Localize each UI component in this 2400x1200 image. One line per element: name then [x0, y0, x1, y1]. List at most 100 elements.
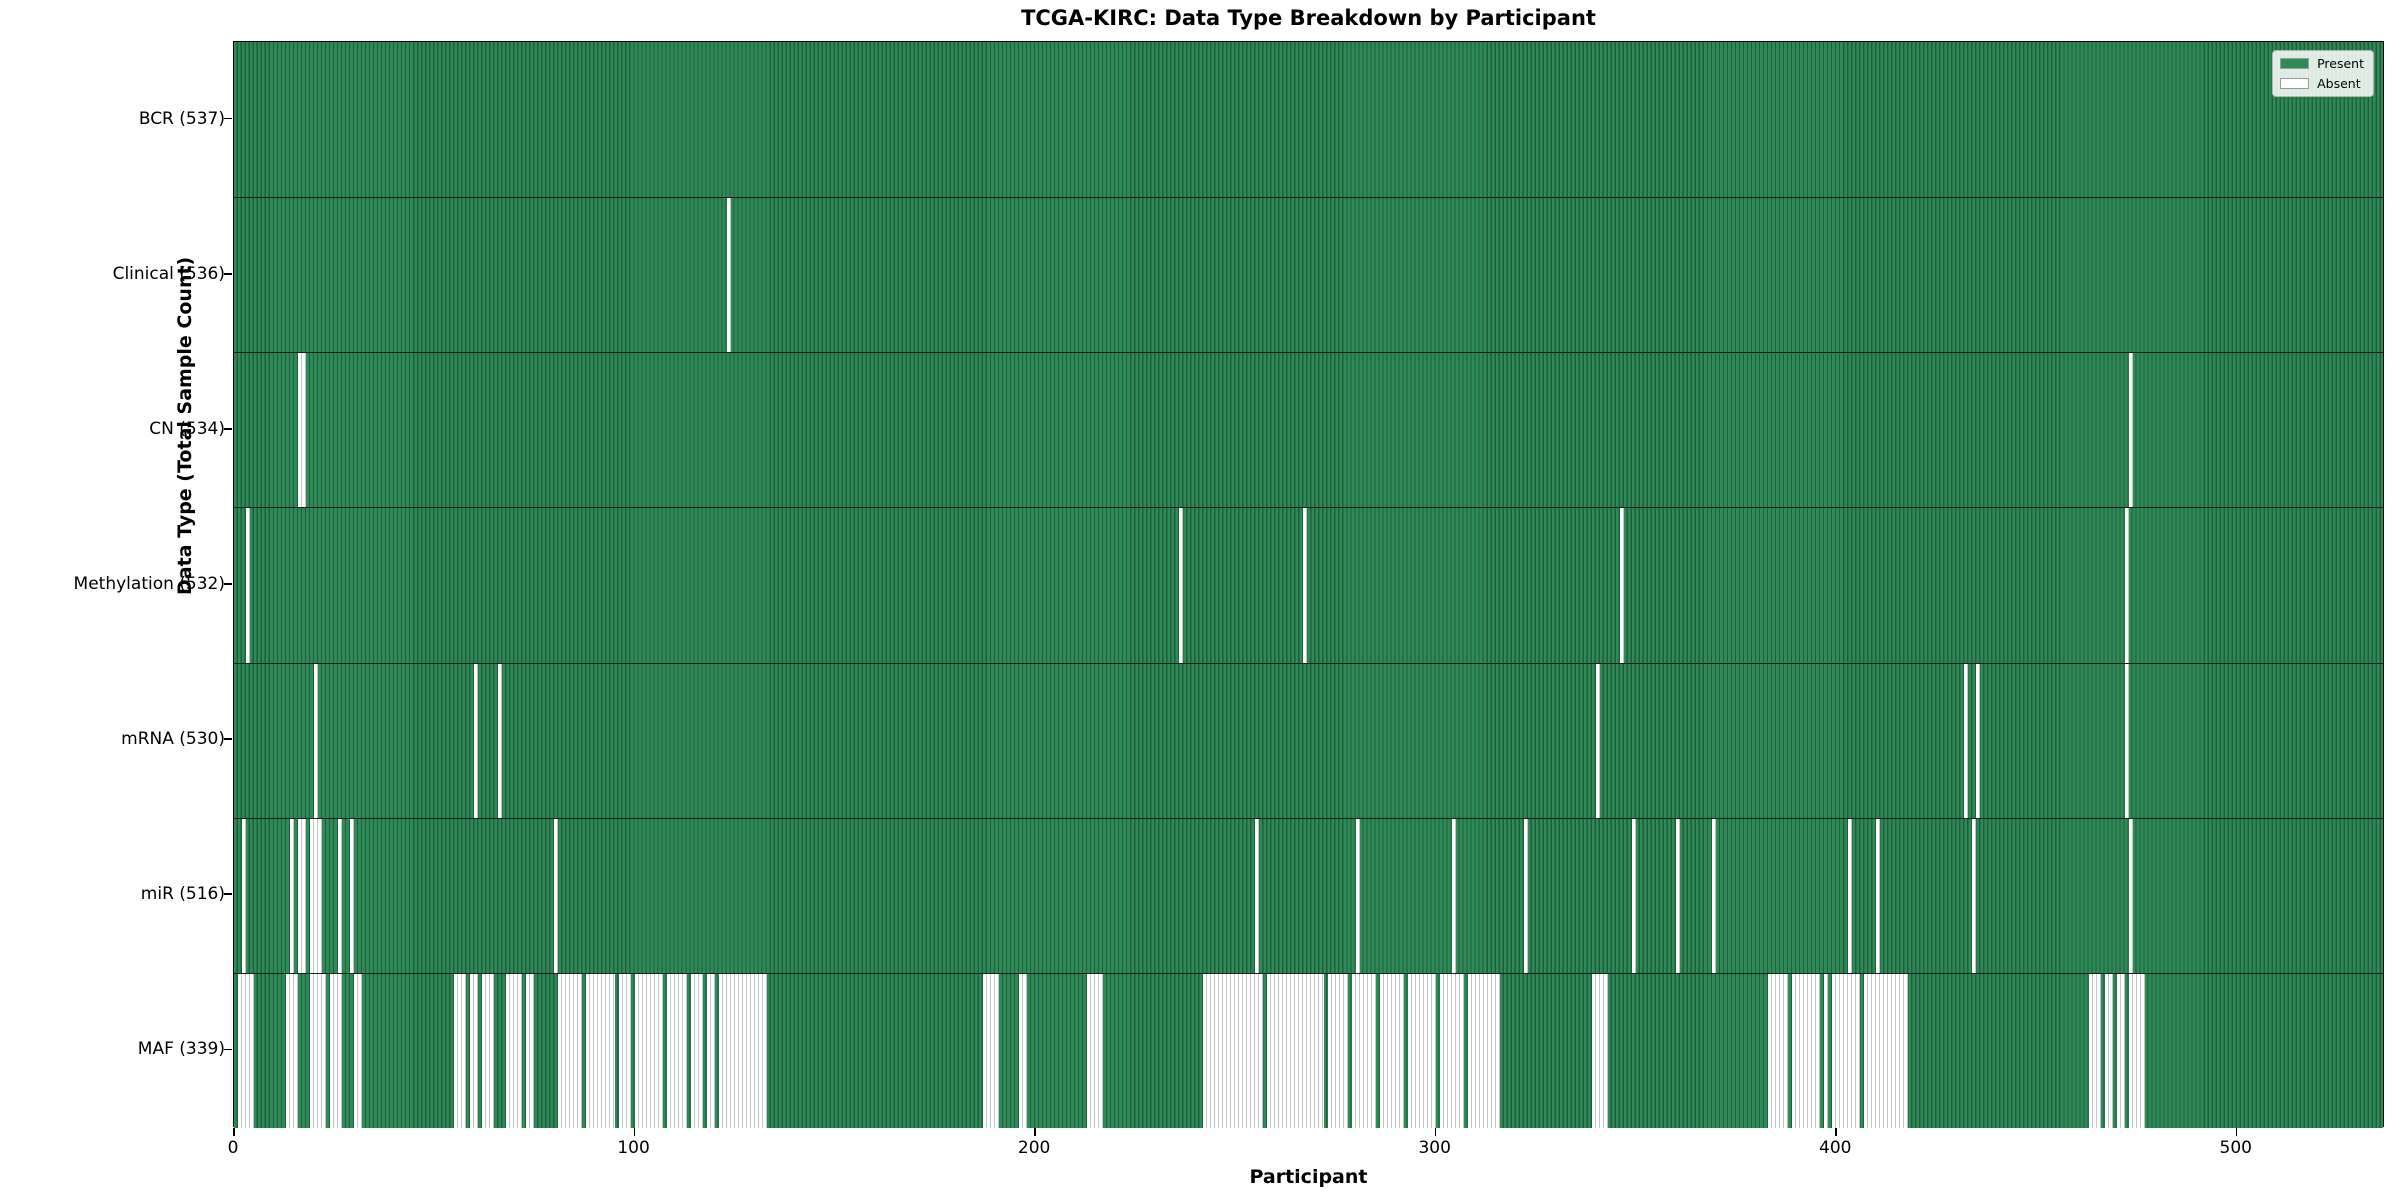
- legend-entry-absent: Absent: [2280, 76, 2364, 91]
- row-maf: [234, 972, 2383, 1128]
- y-tick-mark: [224, 893, 232, 896]
- absent-stripe: [666, 973, 687, 1128]
- legend-entry-present: Present: [2280, 56, 2364, 71]
- absent-stripe: [286, 973, 299, 1128]
- row-methylation: [234, 507, 2383, 663]
- absent-stripe: [2116, 973, 2125, 1128]
- absent-stripe: [330, 973, 343, 1128]
- x-tick-mark: [1835, 1128, 1837, 1136]
- absent-stripe: [1523, 818, 1528, 973]
- absent-stripe: [2124, 663, 2129, 818]
- absent-stripe: [1848, 818, 1853, 973]
- x-tick-mark: [2235, 1128, 2238, 1136]
- legend: Present Absent: [2272, 50, 2374, 97]
- absent-stripe: [470, 973, 479, 1128]
- absent-stripe: [746, 973, 767, 1128]
- x-tick-label: 200: [1017, 1138, 1051, 1158]
- absent-stripe: [350, 818, 355, 973]
- absent-stripe: [1631, 818, 1636, 973]
- rows-container: [234, 42, 2383, 1128]
- absent-stripe: [1087, 973, 1104, 1128]
- x-tick-mark: [1034, 1128, 1036, 1136]
- absent-stripe: [1595, 663, 1600, 818]
- absent-stripe: [506, 973, 523, 1128]
- absent-stripe: [354, 973, 363, 1128]
- absent-stripe: [1964, 663, 1969, 818]
- row-clinical: [234, 197, 2383, 353]
- absent-stripe: [618, 973, 631, 1128]
- absent-stripe: [634, 973, 663, 1128]
- absent-stripe: [482, 973, 495, 1128]
- absent-stripe: [1768, 973, 1789, 1128]
- y-tick-mark: [224, 1048, 232, 1051]
- present-fill: [234, 508, 2383, 663]
- row-bcr: [234, 42, 2383, 198]
- x-axis-title: Participant: [1249, 1166, 1368, 1188]
- absent-stripe: [1451, 818, 1456, 973]
- absent-stripe: [558, 973, 583, 1128]
- absent-stripe: [246, 508, 251, 663]
- absent-stripe: [290, 818, 295, 973]
- y-tick-label: Clinical (536): [112, 263, 225, 284]
- legend-label-present: Present: [2317, 56, 2364, 71]
- absent-stripe: [1255, 818, 1260, 973]
- y-tick-label: CN (534): [149, 418, 225, 439]
- y-tick-label: Methylation (532): [73, 574, 225, 594]
- x-tick-label: 500: [2219, 1138, 2253, 1158]
- absent-stripe: [1864, 973, 1909, 1128]
- absent-stripe: [298, 818, 307, 973]
- absent-stripe: [1355, 818, 1360, 973]
- absent-stripe: [1824, 973, 1829, 1128]
- y-tick-mark: [224, 738, 232, 740]
- absent-stripe: [1303, 508, 1308, 663]
- x-tick-label: 100: [617, 1138, 650, 1158]
- x-tick-mark: [233, 1128, 235, 1136]
- absent-stripe: [586, 973, 615, 1128]
- absent-stripe: [1976, 663, 1981, 818]
- absent-stripe: [1591, 973, 1608, 1128]
- absent-stripe: [298, 353, 307, 508]
- x-tick-label: 0: [227, 1138, 239, 1158]
- absent-stripe: [983, 973, 1000, 1128]
- absent-stripe: [1267, 973, 1324, 1128]
- absent-stripe: [1832, 973, 1861, 1128]
- row-mir: [234, 817, 2383, 973]
- absent-stripe: [1792, 973, 1821, 1128]
- absent-stripe: [498, 663, 503, 818]
- absent-stripe: [718, 973, 747, 1128]
- y-tick-mark: [224, 428, 232, 430]
- absent-stripe: [2128, 353, 2133, 508]
- absent-stripe: [1619, 508, 1624, 663]
- y-tick-mark: [224, 583, 232, 585]
- x-tick-label: 400: [1819, 1138, 1852, 1158]
- absent-swatch-icon: [2280, 78, 2310, 89]
- x-tick-mark: [633, 1128, 636, 1136]
- legend-label-absent: Absent: [2317, 76, 2361, 91]
- absent-stripe: [242, 818, 246, 973]
- absent-stripe: [310, 973, 327, 1128]
- absent-stripe: [454, 973, 467, 1128]
- absent-stripe: [1676, 818, 1680, 973]
- absent-stripe: [706, 973, 715, 1128]
- absent-stripe: [1179, 508, 1184, 663]
- absent-stripe: [310, 818, 323, 973]
- present-fill: [234, 42, 2383, 198]
- absent-stripe: [2128, 973, 2145, 1128]
- absent-stripe: [338, 818, 343, 973]
- row-cn: [234, 352, 2383, 508]
- absent-stripe: [1876, 818, 1881, 973]
- absent-stripe: [1019, 973, 1028, 1128]
- absent-stripe: [1327, 973, 1348, 1128]
- plot-area: Present Absent: [233, 41, 2384, 1128]
- absent-stripe: [554, 818, 559, 973]
- absent-stripe: [314, 663, 319, 818]
- absent-stripe: [1972, 818, 1977, 973]
- absent-stripe: [1351, 973, 1376, 1128]
- y-tick-label: mRNA (530): [121, 729, 225, 750]
- chart-title: TCGA-KIRC: Data Type Breakdown by Partic…: [1021, 6, 1596, 30]
- present-fill: [234, 663, 2383, 818]
- absent-stripe: [2088, 973, 2101, 1128]
- absent-stripe: [2124, 508, 2129, 663]
- absent-stripe: [1712, 818, 1717, 973]
